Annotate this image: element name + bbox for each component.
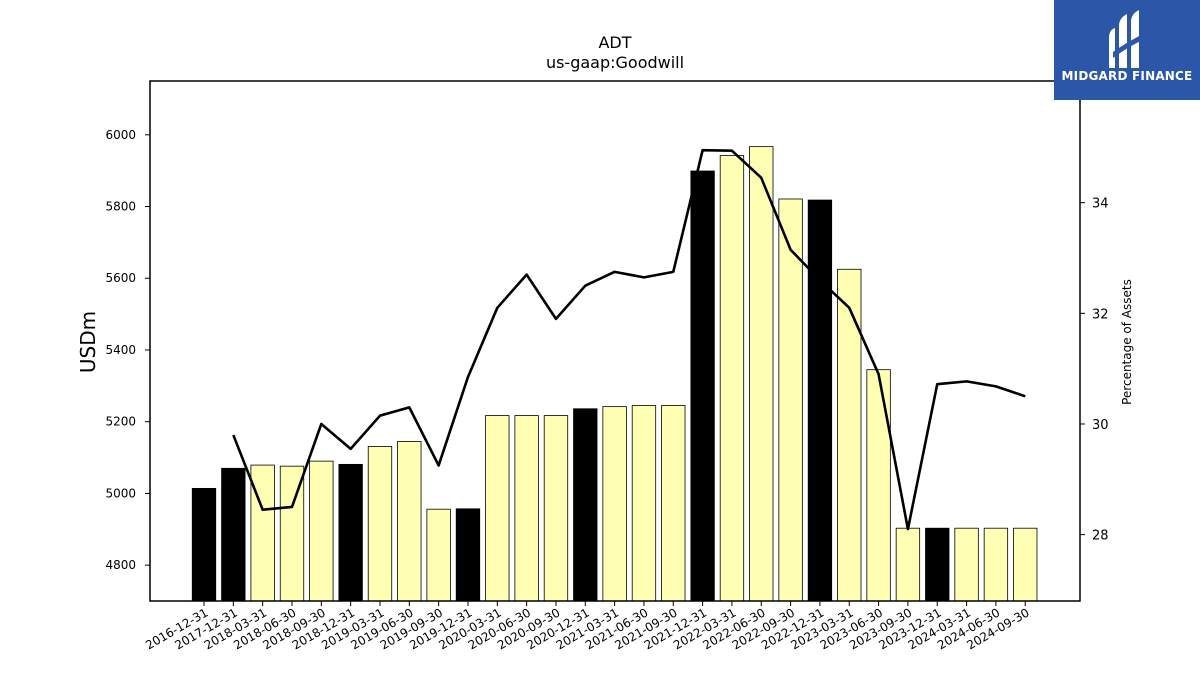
bar-2024-09-30 (1013, 527, 1038, 602)
y-tick-label: 4800 (105, 558, 136, 572)
y-tick-label: 5000 (105, 486, 136, 500)
logo-mark-icon (1109, 10, 1147, 68)
y-axis-label: USDm (76, 311, 100, 373)
bar-2022-06-30 (749, 146, 774, 602)
bar-2020-06-30 (514, 415, 539, 602)
chart-title: ADT (598, 33, 631, 52)
bar-series (191, 146, 1038, 602)
y-tick-label: 5800 (105, 200, 136, 214)
y2-tick-label: 30 (1092, 418, 1109, 433)
bar-2020-03-31 (485, 415, 510, 602)
bar-2019-06-30 (397, 441, 422, 602)
bar-2021-03-31 (602, 406, 627, 602)
bar-2016-12-31 (191, 487, 217, 602)
bar-2023-06-30 (866, 369, 891, 602)
bar-2024-06-30 (983, 527, 1009, 602)
y-tick-label: 5600 (105, 271, 136, 285)
y2-tick-label: 28 (1092, 529, 1109, 544)
bar-2018-09-30 (309, 460, 334, 602)
bar-2021-09-30 (661, 405, 686, 602)
y-tick-label: 6000 (105, 128, 136, 142)
bar-2023-03-31 (837, 268, 862, 602)
y-tick-label: 5200 (105, 415, 136, 429)
bar-2019-09-30 (426, 508, 451, 602)
logo-text: MIDGARD FINANCE (1061, 69, 1193, 83)
bar-2020-12-31 (573, 408, 598, 602)
percentage-line (232, 148, 1026, 531)
y2-axis-label: Percentage of Assets (1120, 279, 1134, 405)
y2-tick-label: 34 (1092, 197, 1109, 212)
chart-subtitle: us-gaap:Goodwill (546, 53, 684, 72)
y2-tick-label: 32 (1092, 307, 1109, 322)
bar-2018-12-31 (338, 463, 363, 602)
bar-2017-12-31 (221, 467, 246, 602)
bar-2023-09-30 (895, 527, 921, 602)
midgard-finance-logo: MIDGARD FINANCE (1054, 0, 1200, 100)
bar-2021-12-31 (690, 170, 715, 602)
bar-2019-12-31 (455, 508, 481, 602)
bar-2021-06-30 (631, 405, 657, 602)
bar-2022-03-31 (719, 155, 745, 602)
bar-2024-03-31 (954, 527, 979, 602)
bar-2023-12-31 (925, 527, 950, 602)
bar-2019-03-31 (367, 446, 393, 602)
y-tick-label: 5400 (105, 343, 136, 357)
percentage-line-series (232, 148, 1026, 531)
bar-2020-09-30 (543, 415, 569, 602)
bar-2022-12-31 (807, 199, 833, 602)
